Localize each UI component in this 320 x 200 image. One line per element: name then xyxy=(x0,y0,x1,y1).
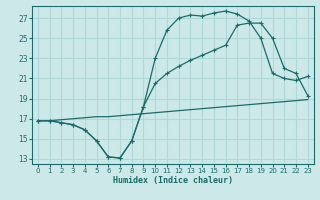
X-axis label: Humidex (Indice chaleur): Humidex (Indice chaleur) xyxy=(113,176,233,185)
